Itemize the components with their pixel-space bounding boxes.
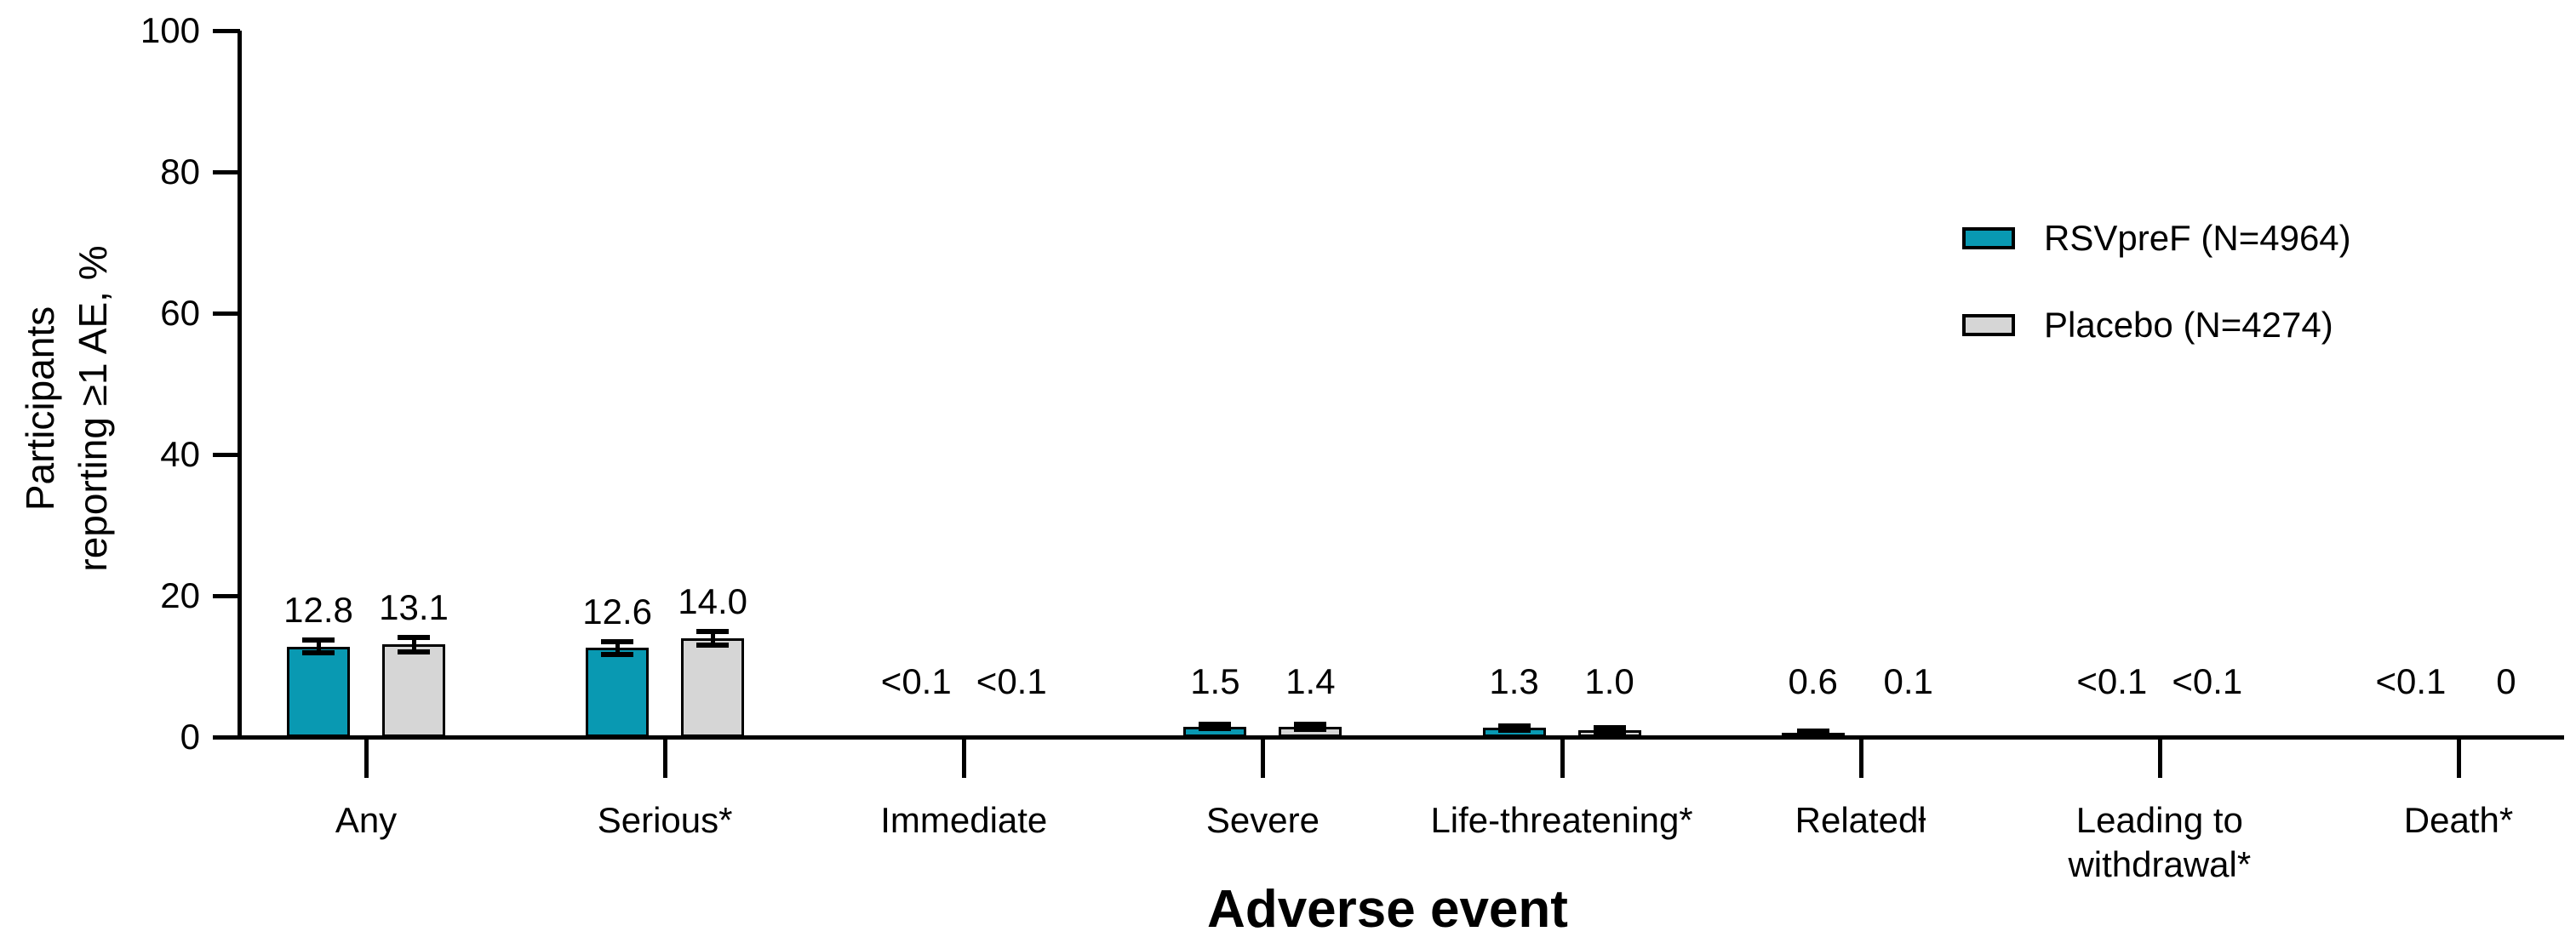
error-bar-cap bbox=[1497, 723, 1531, 729]
bar bbox=[2379, 735, 2442, 737]
error-bar-line bbox=[412, 637, 416, 652]
category-label: Severe bbox=[1205, 800, 1319, 840]
legend-label-rsvpref: RSVpreF (N=4964) bbox=[2044, 218, 2351, 258]
error-bar-line bbox=[711, 631, 716, 646]
x-tick-mark bbox=[663, 737, 668, 778]
value-label: <0.1 bbox=[2172, 661, 2243, 701]
legend-label-placebo: Placebo (N=4274) bbox=[2044, 305, 2333, 345]
value-label: 0.1 bbox=[1883, 661, 1933, 701]
error-bar-cap bbox=[1199, 721, 1232, 727]
category-label: Life-threatening* bbox=[1430, 800, 1693, 840]
x-tick-mark bbox=[1560, 737, 1565, 778]
legend: RSVpreF (N=4964) Placebo (N=4274) bbox=[1962, 220, 2351, 344]
category-label: Death* bbox=[2403, 800, 2514, 840]
error-bar-cap bbox=[1497, 727, 1531, 733]
y-tick-mark bbox=[213, 170, 240, 174]
value-label: <0.1 bbox=[976, 661, 1047, 701]
y-axis-line bbox=[238, 31, 242, 740]
value-label: 0 bbox=[2496, 661, 2516, 701]
bar bbox=[2474, 735, 2538, 737]
error-bar-cap bbox=[1294, 727, 1327, 733]
value-label: 12.6 bbox=[582, 591, 652, 632]
error-bar-cap bbox=[696, 628, 730, 634]
error-bar-cap bbox=[1294, 722, 1327, 728]
legend-swatch-rsvpref bbox=[1962, 227, 2015, 249]
error-bar-cap bbox=[1593, 729, 1626, 735]
y-tick-mark bbox=[213, 311, 240, 316]
y-tick-mark bbox=[213, 29, 240, 33]
category-label: Relatedƚ bbox=[1795, 800, 1926, 840]
y-tick-mark bbox=[213, 453, 240, 457]
y-tick-mark bbox=[213, 594, 240, 598]
category-label: Any bbox=[335, 800, 398, 840]
value-label: 12.8 bbox=[283, 590, 353, 631]
bar bbox=[980, 735, 1044, 737]
error-bar-cap bbox=[302, 650, 335, 656]
value-label: 14.0 bbox=[678, 580, 747, 621]
value-label: <0.1 bbox=[880, 661, 952, 701]
value-label: 13.1 bbox=[379, 586, 449, 627]
x-axis-title: Adverse event bbox=[1207, 880, 1568, 939]
x-tick-mark bbox=[1261, 737, 1266, 778]
error-bar-line bbox=[317, 640, 321, 654]
error-bar-cap bbox=[1199, 726, 1232, 732]
error-bar-cap bbox=[398, 649, 430, 654]
y-tick-label: 80 bbox=[160, 151, 200, 191]
x-tick-mark bbox=[364, 737, 369, 778]
value-label: 1.4 bbox=[1285, 661, 1336, 701]
x-tick-mark bbox=[2157, 737, 2162, 778]
error-bar-line bbox=[615, 641, 621, 654]
value-label: <0.1 bbox=[2375, 661, 2447, 701]
value-label: <0.1 bbox=[2076, 661, 2148, 701]
bar bbox=[382, 644, 445, 737]
y-tick-label: 60 bbox=[160, 293, 200, 333]
y-tick-label: 40 bbox=[160, 434, 200, 474]
error-bar-cap bbox=[1796, 729, 1829, 734]
category-label: Immediate bbox=[880, 800, 1048, 840]
x-axis-line bbox=[213, 735, 2564, 740]
error-bar-cap bbox=[1593, 725, 1626, 731]
bar bbox=[2080, 735, 2144, 737]
bar bbox=[586, 648, 650, 737]
value-label: 1.0 bbox=[1584, 661, 1634, 701]
bar bbox=[2175, 735, 2239, 737]
x-tick-mark bbox=[2456, 737, 2461, 778]
error-bar-cap bbox=[696, 643, 730, 649]
bar bbox=[681, 637, 745, 737]
legend-swatch-placebo bbox=[1962, 314, 2015, 336]
bar bbox=[287, 646, 350, 737]
y-tick-label: 0 bbox=[180, 717, 200, 757]
error-bar-cap bbox=[1796, 731, 1829, 737]
value-label: 1.5 bbox=[1190, 661, 1240, 701]
value-label: 1.3 bbox=[1489, 661, 1539, 701]
error-bar-cap bbox=[398, 634, 430, 640]
bar bbox=[884, 735, 948, 737]
error-bar-cap bbox=[601, 651, 634, 657]
legend-item-placebo: Placebo (N=4274) bbox=[1962, 306, 2351, 344]
y-tick-label: 100 bbox=[140, 10, 200, 50]
category-label: Leading to withdrawal* bbox=[2068, 800, 2252, 884]
bar bbox=[1876, 735, 1940, 737]
category-label: Serious* bbox=[597, 800, 733, 840]
x-tick-mark bbox=[1858, 737, 1863, 778]
legend-item-rsvpref: RSVpreF (N=4964) bbox=[1962, 220, 2351, 257]
x-tick-mark bbox=[962, 737, 967, 778]
value-label: 0.6 bbox=[1788, 661, 1838, 701]
error-bar-cap bbox=[302, 637, 335, 643]
y-tick-label: 20 bbox=[160, 575, 200, 615]
error-bar-cap bbox=[601, 638, 634, 644]
